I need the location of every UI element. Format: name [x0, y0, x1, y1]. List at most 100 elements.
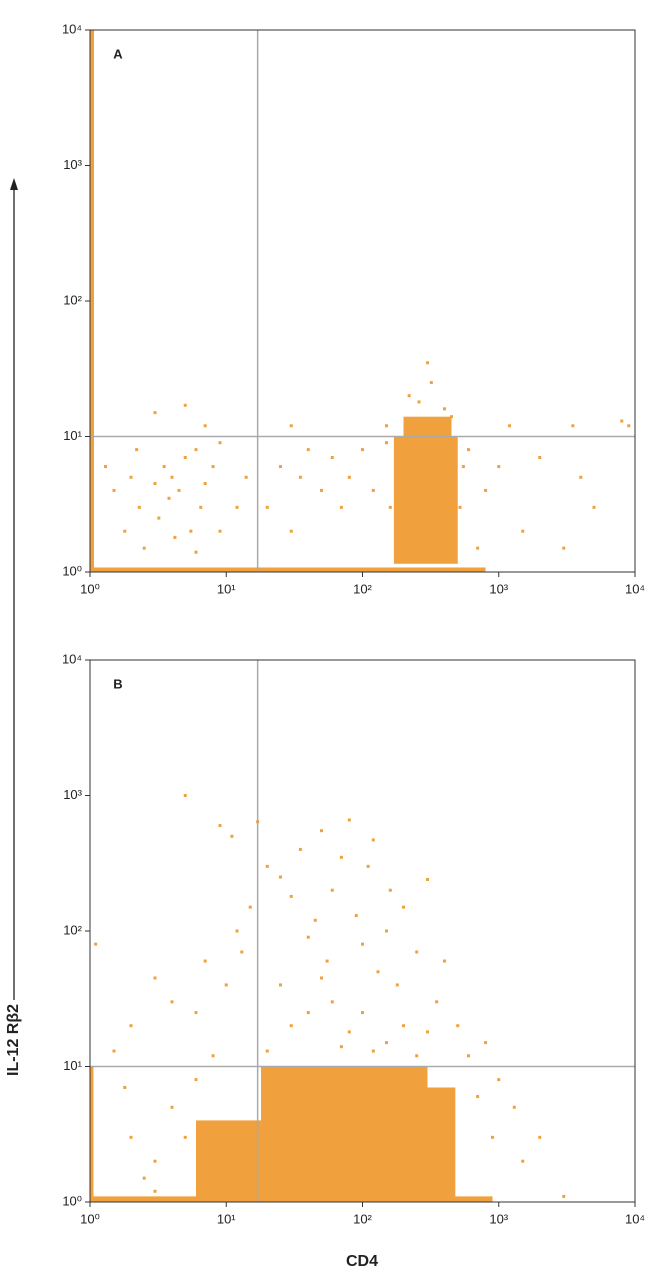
dot [265, 505, 269, 509]
dot [203, 424, 207, 428]
x-tick-label: 10² [353, 581, 372, 596]
dot [330, 888, 334, 892]
dot [129, 475, 133, 479]
dot [177, 488, 181, 492]
dense-region [427, 1087, 456, 1202]
y-axis-title: IL-12 Rβ2 [5, 1004, 22, 1076]
dot [306, 935, 310, 939]
dot [194, 1011, 198, 1015]
y-tick-label: 10⁰ [62, 563, 82, 578]
dot [265, 1049, 269, 1053]
dot [426, 877, 430, 881]
dense-region [90, 567, 486, 572]
dot [194, 1078, 198, 1082]
dot [388, 888, 392, 892]
dense-region [261, 1066, 428, 1202]
x-tick-label: 10⁰ [80, 581, 100, 596]
dot [456, 1024, 460, 1028]
x-tick-label: 10³ [489, 1211, 508, 1226]
x-tick-label: 10¹ [217, 1211, 236, 1226]
dot [443, 407, 447, 411]
arrow-head [10, 178, 18, 190]
dot [194, 550, 198, 554]
dot [298, 847, 302, 851]
dot [313, 918, 317, 922]
dot [361, 942, 364, 946]
dot [235, 505, 239, 509]
dot [415, 950, 419, 954]
dense-region [403, 416, 452, 437]
dot [94, 942, 98, 946]
dot [497, 1078, 501, 1082]
dot [224, 983, 228, 987]
dot [371, 1049, 375, 1053]
dot [112, 488, 116, 492]
dot [429, 381, 433, 385]
dot [170, 1105, 174, 1109]
dot [153, 481, 157, 485]
dot [497, 465, 501, 469]
dot [203, 959, 207, 963]
dot [376, 970, 380, 974]
dot [491, 1135, 495, 1139]
dot [538, 455, 542, 459]
y-tick-label: 10¹ [63, 1058, 82, 1073]
dot [371, 838, 375, 842]
dot [306, 448, 310, 452]
dot [129, 1024, 133, 1028]
dot [153, 1189, 157, 1193]
dot [562, 1194, 566, 1198]
dot [461, 465, 465, 469]
dot [361, 1011, 364, 1015]
dot [129, 1135, 133, 1139]
panel-label: A [113, 46, 123, 61]
dot [435, 1000, 439, 1004]
dot [402, 1024, 406, 1028]
dot [402, 905, 406, 909]
dot [278, 983, 282, 987]
dot [484, 1041, 488, 1045]
dense-region [393, 436, 458, 564]
dot [278, 465, 282, 469]
dot [278, 875, 282, 879]
dot [467, 1054, 471, 1058]
dot [265, 864, 269, 868]
dot [194, 448, 198, 452]
dot [211, 465, 215, 469]
dot [306, 1011, 310, 1015]
dot [627, 424, 631, 428]
x-tick-label: 10⁴ [625, 581, 645, 596]
dot [157, 516, 161, 520]
dot [319, 976, 323, 980]
dot [167, 496, 171, 500]
dot [123, 529, 127, 533]
dot [384, 1041, 388, 1045]
dot [173, 535, 177, 539]
y-tick-label: 10⁴ [62, 21, 82, 36]
y-tick-label: 10² [63, 292, 82, 307]
dot [371, 488, 375, 492]
dot [476, 546, 480, 550]
dot [361, 448, 364, 452]
dense-region [90, 1066, 94, 1202]
dot [562, 546, 566, 550]
dot [211, 1054, 215, 1058]
y-tick-label: 10² [63, 922, 82, 937]
y-tick-label: 10³ [63, 787, 82, 802]
dot [244, 475, 248, 479]
dot [426, 1030, 430, 1034]
dot [366, 864, 370, 868]
dot [417, 400, 421, 404]
x-axis-title: CD4 [346, 1253, 378, 1270]
dot [458, 505, 462, 509]
dot [620, 419, 624, 423]
dot [183, 794, 187, 797]
dot [426, 361, 430, 365]
dot [325, 959, 329, 963]
x-tick-label: 10⁴ [625, 1211, 645, 1226]
dot [248, 905, 252, 909]
dot [571, 424, 575, 428]
x-tick-label: 10¹ [217, 581, 236, 596]
dot [450, 415, 454, 419]
dot [339, 1045, 343, 1049]
